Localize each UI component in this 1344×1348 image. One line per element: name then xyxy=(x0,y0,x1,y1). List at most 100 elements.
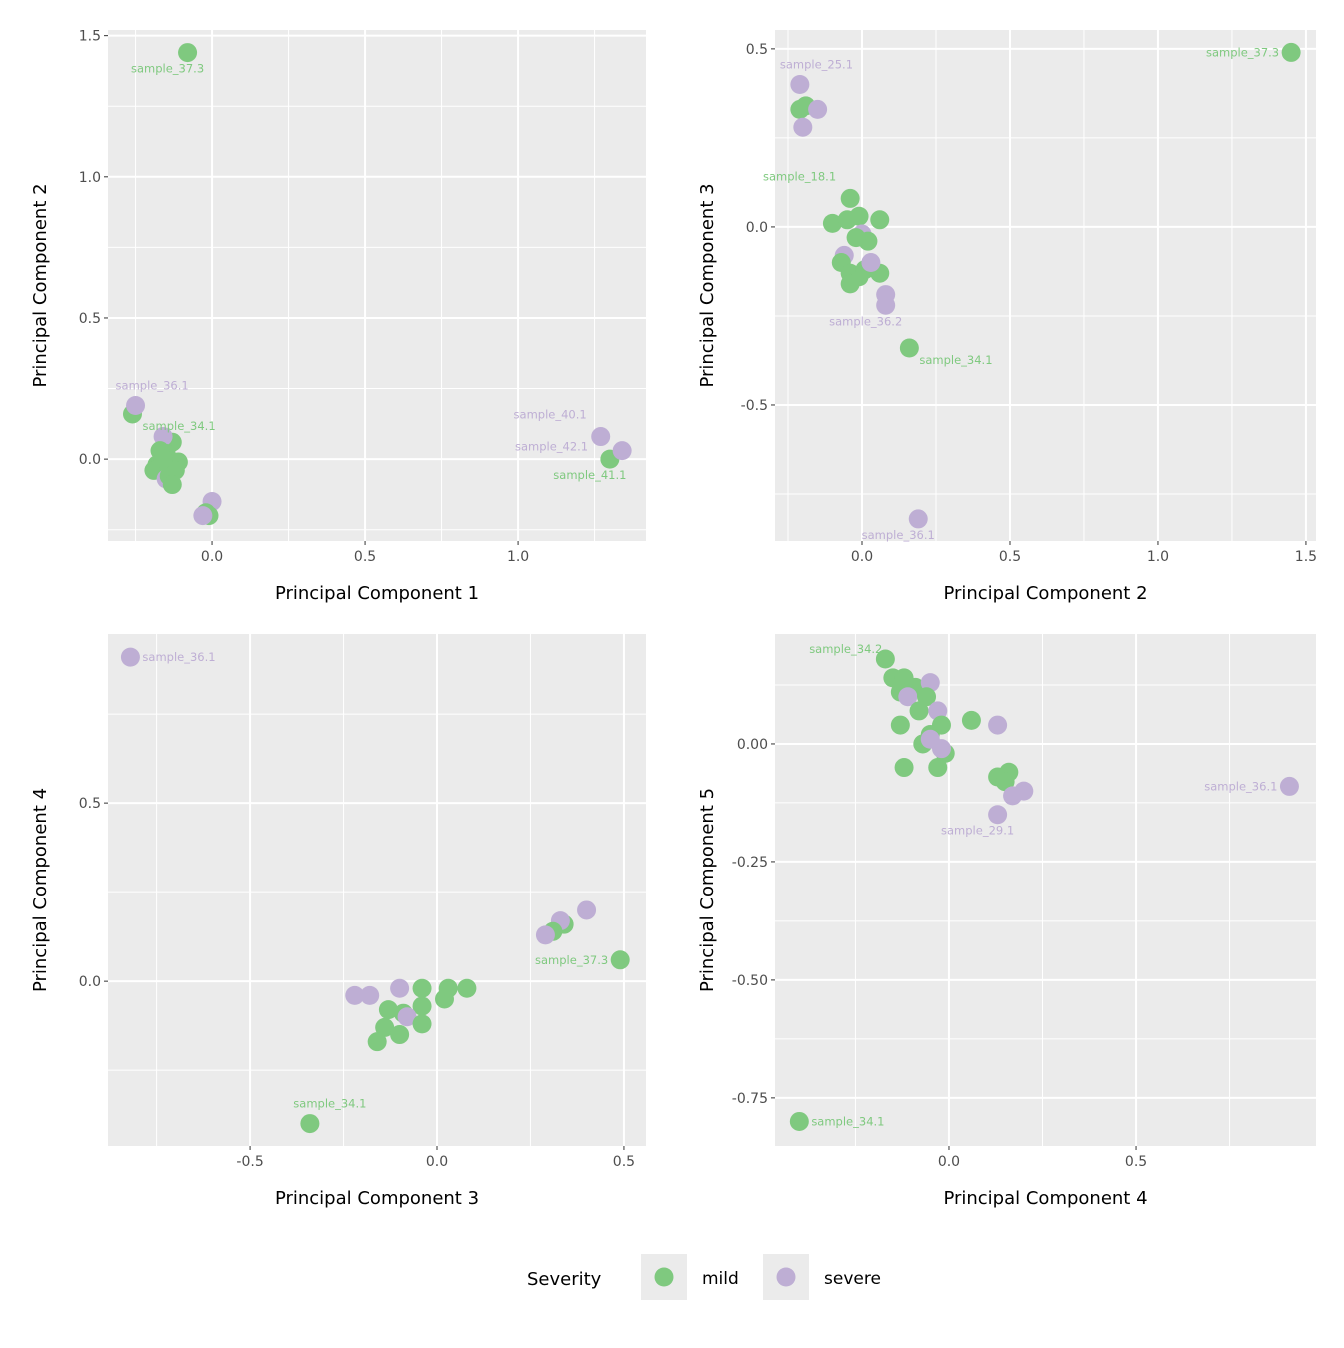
point-mild xyxy=(434,989,454,1009)
panel-1: 0.0 0.5 1.0 0.0 0.5 1.0 1.5 Principal Component… xyxy=(30,29,646,604)
x-axis-title: Principal Component 3 xyxy=(275,1188,479,1209)
point-mild xyxy=(917,687,937,707)
x-tick-label: 0.5 xyxy=(999,549,1021,565)
point-label: sample_37.3 xyxy=(131,62,204,76)
point-severe xyxy=(790,74,810,94)
panel-background xyxy=(108,634,646,1146)
x-axis-title: Principal Component 1 xyxy=(275,583,479,604)
point-label: sample_40.1 xyxy=(514,408,587,422)
point-label: sample_36.1 xyxy=(862,528,935,542)
legend-dot-mild xyxy=(654,1267,674,1287)
panel-2: 0.0 0.5 1.0 1.5 -0.5 0.0 0.5 Principal Componen… xyxy=(697,30,1317,604)
point-severe xyxy=(908,509,928,529)
point-mild xyxy=(375,1017,395,1037)
point-label: sample_34.1 xyxy=(142,419,215,433)
point-severe xyxy=(577,900,597,920)
y-axis-title: Principal Component 4 xyxy=(30,788,51,992)
x-tick-label: 0.0 xyxy=(851,549,873,565)
point-label: sample_37.3 xyxy=(1206,45,1279,59)
point-severe xyxy=(1014,781,1034,801)
x-tick-label: 0.5 xyxy=(613,1154,635,1170)
panel-background xyxy=(775,634,1316,1146)
x-tick-label: 0.0 xyxy=(426,1154,448,1170)
point-mild xyxy=(178,43,198,63)
point-mild xyxy=(899,338,919,358)
point-severe xyxy=(808,99,828,119)
point-severe xyxy=(120,647,140,667)
x-tick-label: 0.0 xyxy=(201,549,223,565)
panel-3: -0.5 0.0 0.5 0.0 0.5 Principal Component 3 Pri… xyxy=(30,634,646,1209)
point-severe xyxy=(1279,776,1299,796)
point-label: sample_37.3 xyxy=(535,953,608,967)
x-tick-label: 0.5 xyxy=(1125,1154,1147,1170)
y-tick-label: 0.0 xyxy=(746,220,768,236)
point-mild xyxy=(840,274,860,294)
point-severe xyxy=(535,925,555,945)
point-severe xyxy=(345,985,365,1005)
y-tick-label: 1.5 xyxy=(79,29,101,45)
y-axis-title: Principal Component 5 xyxy=(697,788,718,992)
y-tick-label: 0.5 xyxy=(746,42,768,58)
x-tick-label: 0.5 xyxy=(354,549,376,565)
y-tick-label: 0.5 xyxy=(79,796,101,812)
point-mild xyxy=(928,758,948,778)
point-label: sample_34.1 xyxy=(919,353,992,367)
point-mild xyxy=(909,701,929,721)
legend-dot-severe xyxy=(776,1267,796,1287)
point-severe xyxy=(988,715,1008,735)
panel-4: 0.0 0.5 -0.75 -0.50 -0.25 0.00 Principal Compo… xyxy=(697,634,1316,1209)
point-mild xyxy=(153,449,173,469)
point-mild xyxy=(890,715,910,735)
point-mild xyxy=(875,649,895,669)
point-mild xyxy=(870,210,890,230)
point-mild xyxy=(412,996,432,1016)
x-axis-title: Principal Component 2 xyxy=(943,583,1147,604)
point-severe xyxy=(126,395,146,415)
point-mild xyxy=(894,758,914,778)
point-label: sample_34.2 xyxy=(809,642,882,656)
point-label: sample_25.1 xyxy=(780,57,853,71)
point-mild xyxy=(846,228,866,248)
point-mild xyxy=(378,1000,398,1020)
point-label: sample_36.1 xyxy=(116,378,189,392)
y-tick-label: 0.0 xyxy=(79,974,101,990)
point-severe xyxy=(591,427,611,447)
point-mild xyxy=(840,188,860,208)
y-tick-label: 0.5 xyxy=(79,311,101,327)
point-severe xyxy=(360,985,380,1005)
legend-label-mild: mild xyxy=(702,1269,739,1289)
point-label: sample_29.1 xyxy=(941,824,1014,838)
point-mild xyxy=(412,978,432,998)
x-tick-label: 1.5 xyxy=(1295,549,1317,565)
point-label: sample_36.1 xyxy=(1204,779,1277,793)
y-tick-label: -0.50 xyxy=(732,973,768,989)
point-severe xyxy=(876,295,896,315)
point-severe xyxy=(390,978,410,998)
point-mild xyxy=(457,978,477,998)
y-tick-label: 1.0 xyxy=(79,170,101,186)
point-severe xyxy=(793,117,813,137)
legend: Severity mild severe xyxy=(527,1254,881,1300)
point-label: sample_34.1 xyxy=(293,1097,366,1111)
point-label: sample_36.2 xyxy=(829,314,902,328)
point-severe xyxy=(397,1007,417,1027)
point-mild xyxy=(1281,42,1301,62)
point-severe xyxy=(153,427,173,447)
point-label: sample_41.1 xyxy=(553,468,626,482)
y-tick-label: -0.5 xyxy=(741,398,768,414)
point-mild xyxy=(995,772,1015,792)
y-tick-label: 0.00 xyxy=(737,737,768,753)
point-severe xyxy=(898,687,918,707)
points-layer xyxy=(789,649,1299,1131)
point-mild xyxy=(610,950,630,970)
x-tick-label: 1.0 xyxy=(507,549,529,565)
x-tick-label: -0.5 xyxy=(236,1154,263,1170)
point-severe xyxy=(612,441,632,461)
point-label: sample_34.1 xyxy=(811,1114,884,1128)
point-severe xyxy=(988,805,1008,825)
point-mild xyxy=(390,1025,410,1045)
point-severe xyxy=(861,253,881,273)
point-label: sample_42.1 xyxy=(515,440,588,454)
panel-background xyxy=(108,30,646,541)
